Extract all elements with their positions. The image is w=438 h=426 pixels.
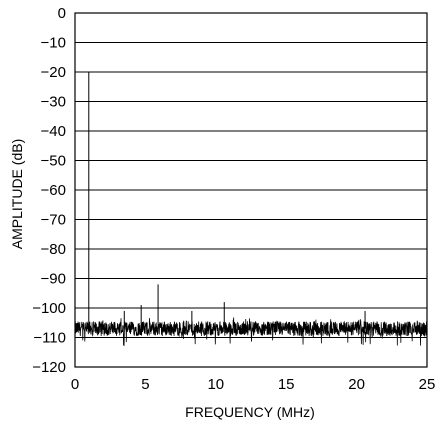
y-tick-label: 0 (58, 5, 66, 22)
x-tick-label: 5 (141, 376, 149, 393)
y-tick-label: −110 (33, 330, 66, 347)
x-axis-title: FREQUENCY (MHz) (185, 404, 315, 420)
x-tick-label: 0 (71, 376, 79, 393)
y-axis-title: AMPLITUDE (dB) (9, 139, 25, 249)
y-tick-label: −70 (41, 212, 66, 229)
y-tick-label: −30 (41, 94, 66, 111)
y-tick-label: −120 (32, 359, 66, 376)
y-tick-label: −90 (41, 271, 66, 288)
y-tick-label: −80 (41, 241, 66, 258)
y-tick-label: −50 (41, 153, 66, 170)
plot-frame (74, 12, 428, 368)
y-tick-label: −20 (41, 64, 66, 81)
grid-lines (75, 42, 427, 338)
spectrum-trace (74, 317, 428, 346)
spur-markers (88, 72, 366, 329)
y-tick-labels: 0 −10 −20 −30 −40 −50 −60 −70 −80 −90 −100 −110 −120 (32, 5, 66, 376)
y-tick-label: −100 (32, 300, 66, 317)
y-tick-label: −60 (41, 182, 66, 199)
x-tick-label: 20 (348, 376, 365, 393)
x-tick-label: 15 (278, 376, 295, 393)
y-tick-label: −40 (41, 123, 66, 140)
x-tick-labels: 0 5 10 15 20 25 (71, 376, 436, 393)
x-tick-label: 10 (207, 376, 224, 393)
y-tick-label: −10 (41, 35, 66, 52)
x-tick-label: 25 (419, 376, 436, 393)
